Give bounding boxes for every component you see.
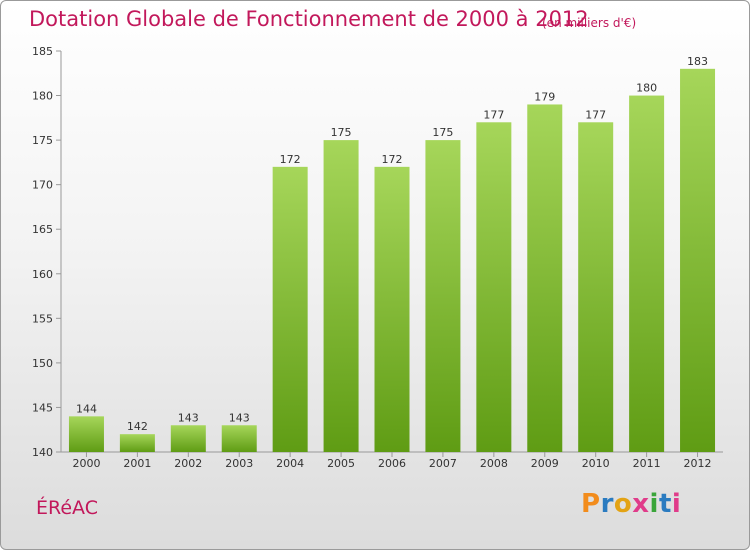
logo-letter: i — [649, 489, 659, 519]
data-label: 175 — [432, 126, 453, 139]
bar-2009 — [527, 104, 563, 452]
bar-2002 — [170, 425, 206, 452]
x-tick-label: 2001 — [123, 457, 151, 470]
bar-2001 — [119, 434, 155, 452]
data-label: 180 — [636, 82, 657, 95]
x-tick-label: 2009 — [531, 457, 559, 470]
bar-2008 — [476, 122, 512, 453]
bar-2006 — [374, 166, 410, 452]
data-label: 183 — [687, 55, 708, 68]
y-tick-label: 185 — [32, 45, 53, 58]
y-tick-label: 150 — [32, 357, 53, 370]
data-label: 177 — [585, 108, 606, 121]
data-label: 143 — [178, 411, 199, 424]
y-tick-label: 175 — [32, 134, 53, 147]
data-label: 143 — [229, 411, 250, 424]
y-tick-label: 155 — [32, 312, 53, 325]
chart-title: Dotation Globale de Fonctionnement de 20… — [29, 7, 589, 31]
x-tick-label: 2004 — [276, 457, 304, 470]
bar-2011 — [629, 95, 665, 453]
chart-subtitle: (en milliers d'€) — [542, 16, 637, 30]
x-tick-label: 2007 — [429, 457, 457, 470]
data-label: 175 — [331, 126, 352, 139]
bar-2010 — [578, 122, 614, 453]
y-tick-label: 170 — [32, 179, 53, 192]
data-label: 172 — [280, 153, 301, 166]
x-tick-label: 2005 — [327, 457, 355, 470]
data-label: 172 — [382, 153, 403, 166]
data-label: 177 — [483, 108, 504, 121]
logo-letter: i — [671, 489, 682, 519]
commune-name: ÉRéAC — [36, 497, 98, 519]
data-label: 144 — [76, 402, 97, 415]
x-tick-label: 2011 — [633, 457, 661, 470]
x-tick-label: 2003 — [225, 457, 253, 470]
logo-letter: P — [581, 489, 601, 519]
bar-2003 — [221, 425, 257, 452]
y-tick-label: 165 — [32, 223, 53, 236]
logo-letter: t — [658, 489, 672, 519]
y-tick-label: 140 — [32, 446, 53, 459]
logo-letter: o — [613, 489, 633, 519]
bar-2012 — [680, 68, 716, 453]
y-tick-label: 180 — [32, 90, 53, 103]
bar-2007 — [425, 140, 461, 452]
x-tick-label: 2012 — [684, 457, 712, 470]
x-tick-label: 2002 — [174, 457, 202, 470]
x-tick-label: 2006 — [378, 457, 406, 470]
y-tick-label: 160 — [32, 268, 53, 281]
bar-2000 — [68, 416, 104, 452]
x-tick-label: 2010 — [582, 457, 610, 470]
y-tick-label: 145 — [32, 401, 53, 414]
bar-2004 — [272, 166, 308, 452]
data-label: 179 — [534, 90, 555, 103]
x-tick-label: 2000 — [72, 457, 100, 470]
x-tick-label: 2008 — [480, 457, 508, 470]
logo-letter: r — [600, 489, 614, 519]
logo-letter: x — [632, 489, 650, 519]
bar-2005 — [323, 140, 359, 452]
proxiti-logo[interactable]: Proxiti — [581, 489, 681, 519]
data-label: 142 — [127, 420, 148, 433]
